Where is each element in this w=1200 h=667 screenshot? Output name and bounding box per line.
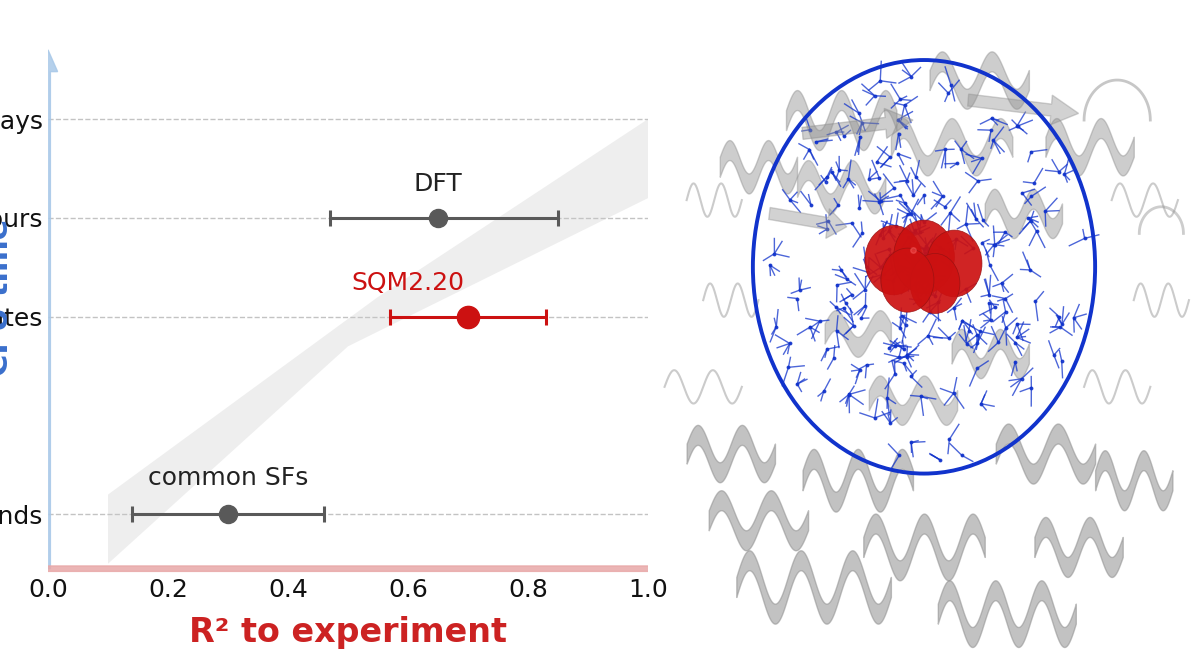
FancyArrow shape [42, 560, 678, 578]
Text: CPU time: CPU time [0, 218, 14, 376]
FancyArrow shape [802, 109, 913, 139]
Circle shape [881, 248, 934, 312]
Circle shape [865, 225, 923, 295]
FancyArrow shape [967, 94, 1079, 125]
Circle shape [926, 230, 982, 297]
FancyArrow shape [38, 50, 58, 569]
Text: common SFs: common SFs [148, 466, 308, 490]
Text: SQM2.20: SQM2.20 [352, 271, 464, 295]
X-axis label: R² to experiment: R² to experiment [190, 616, 508, 650]
Text: DFT: DFT [414, 172, 462, 196]
Circle shape [910, 253, 960, 313]
Circle shape [894, 220, 954, 293]
FancyArrow shape [769, 207, 847, 238]
Polygon shape [108, 119, 648, 564]
